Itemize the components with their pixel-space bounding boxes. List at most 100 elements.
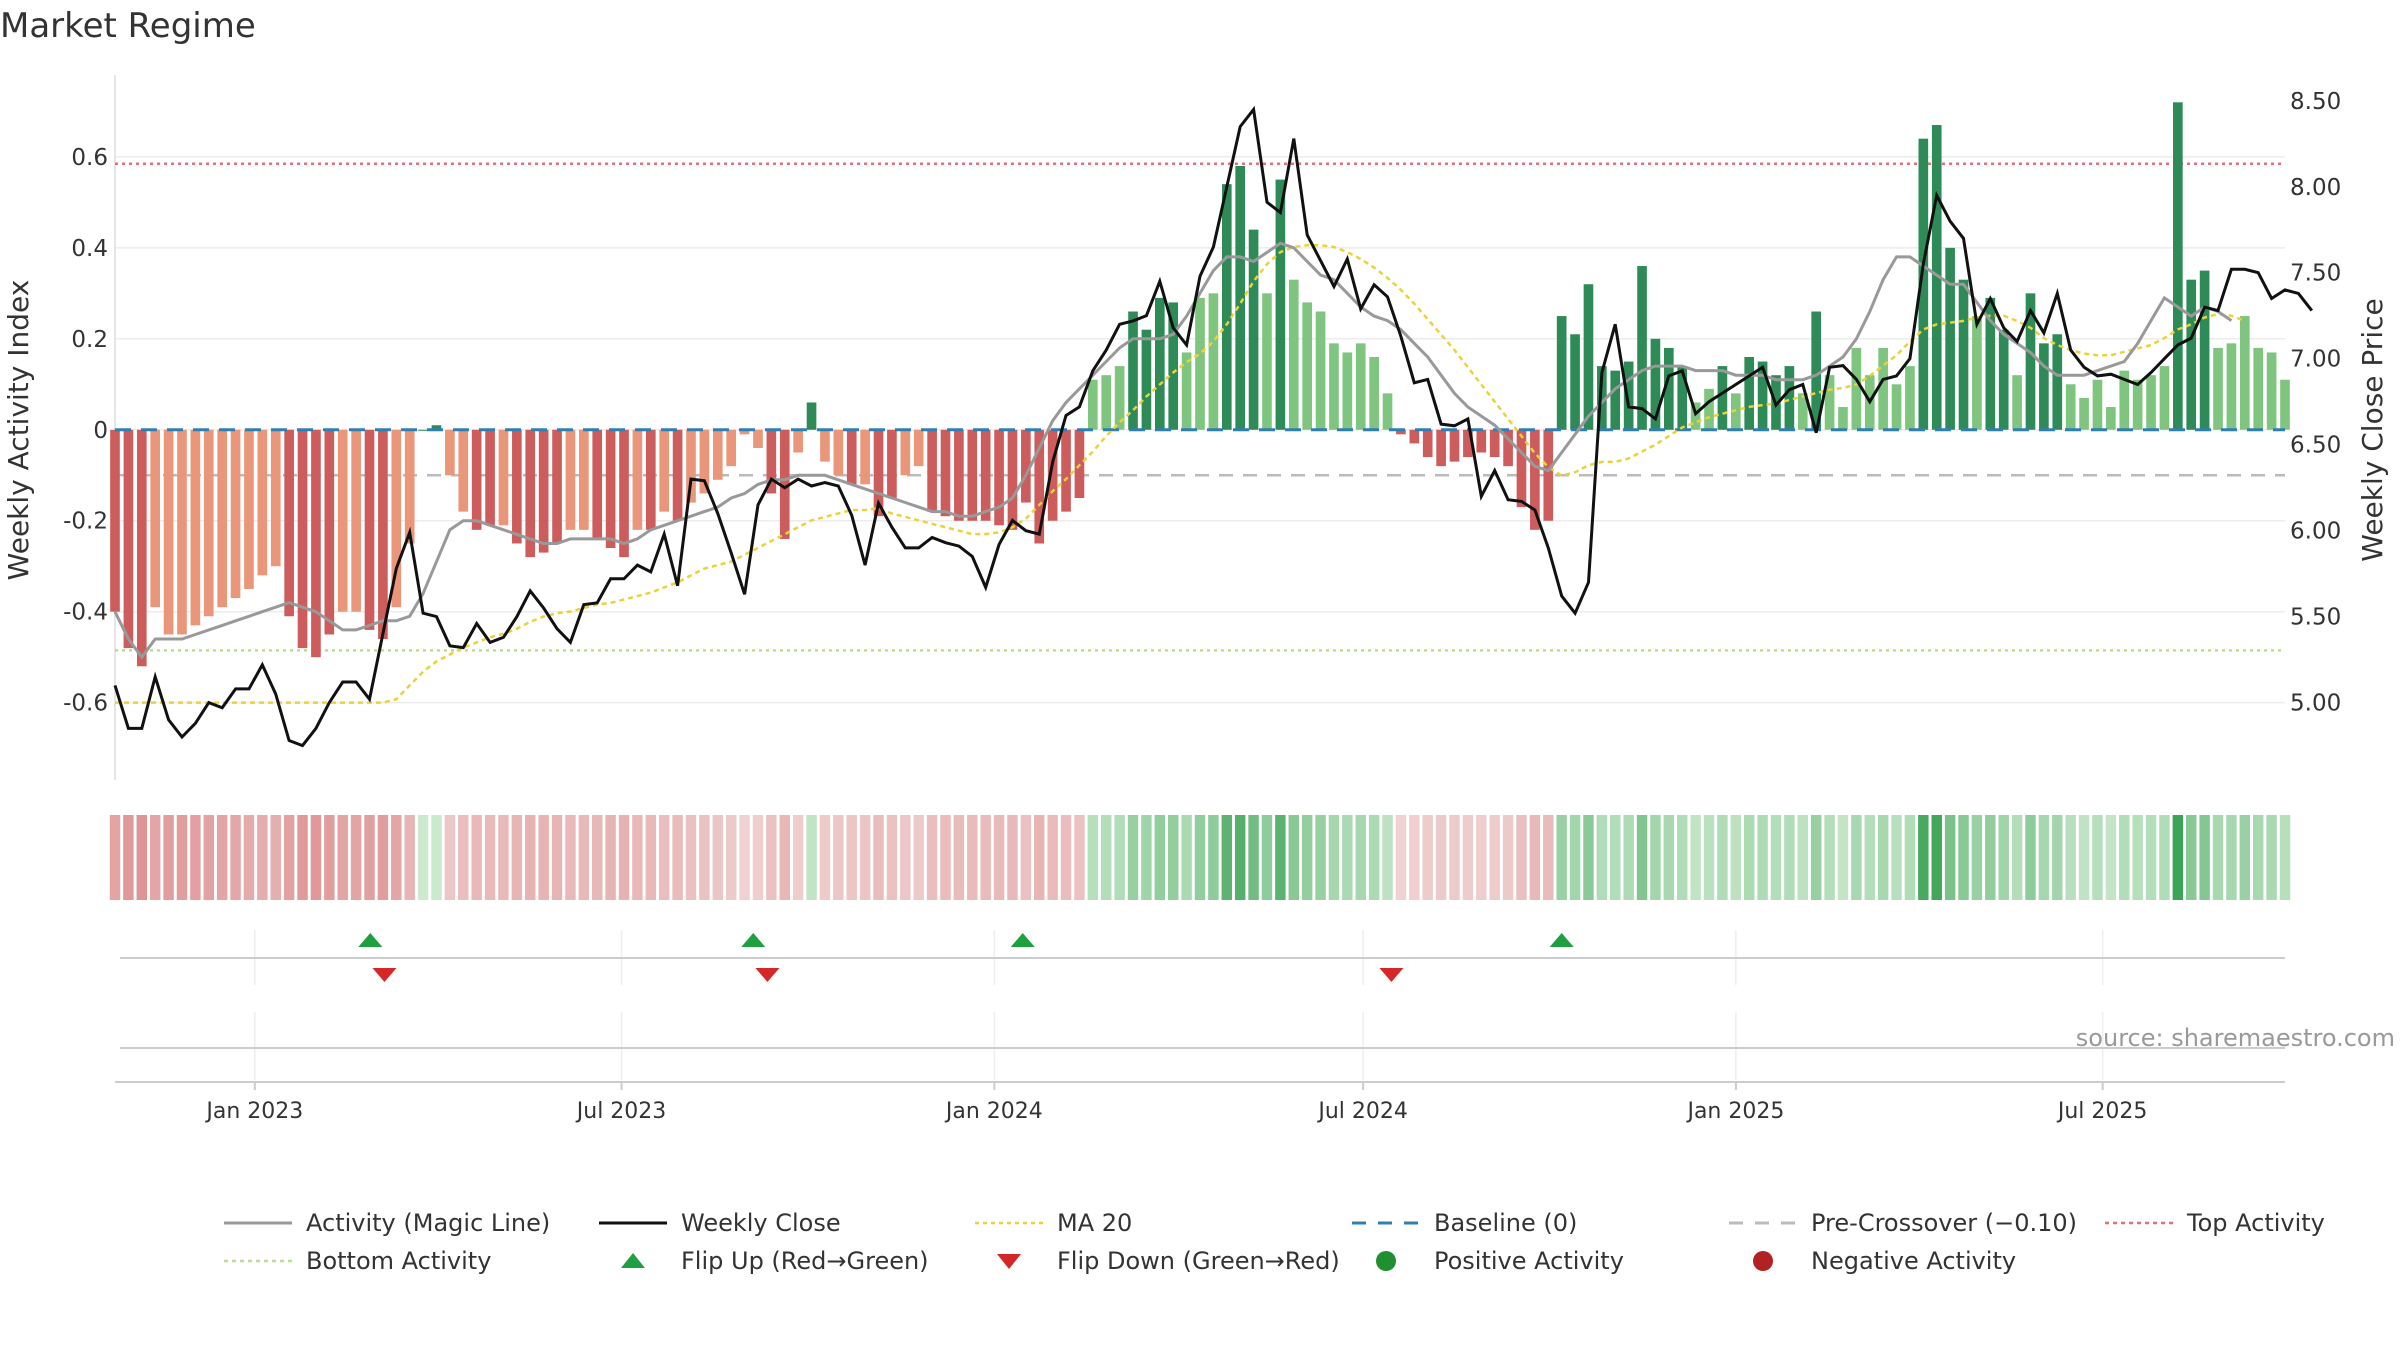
heat-cell xyxy=(699,815,710,900)
activity-bar xyxy=(2186,279,2197,430)
legend-item: Baseline (0) xyxy=(1350,1208,1577,1238)
activity-bar xyxy=(1369,357,1379,430)
activity-bar xyxy=(1744,357,1755,430)
heat-cell xyxy=(1462,815,1474,900)
heat-cell xyxy=(1904,815,1916,900)
flip-up-marker xyxy=(1549,933,1574,947)
activity-bar xyxy=(1637,266,1647,430)
heat-cell xyxy=(1636,815,1648,900)
activity-bar xyxy=(672,429,683,521)
heat-cell xyxy=(2266,815,2277,900)
activity-bar xyxy=(391,429,402,608)
activity-bar xyxy=(967,429,978,521)
heat-cell xyxy=(1931,815,1942,900)
heat-cell xyxy=(605,815,616,900)
heat-cell xyxy=(2011,815,2023,900)
legend-label: Flip Down (Green→Red) xyxy=(1057,1247,1340,1275)
heat-cell xyxy=(1114,815,1125,900)
activity-bar xyxy=(552,429,562,544)
activity-bar xyxy=(284,429,294,617)
heat-cell xyxy=(2065,815,2076,900)
activity-bar xyxy=(1088,379,1098,430)
legend-symbol xyxy=(621,1253,645,1268)
heat-cell xyxy=(1208,815,1219,900)
y-tick-label: 0.4 xyxy=(71,236,108,262)
legend-item: Flip Down (Green→Red) xyxy=(973,1246,1340,1276)
y2-axis-label: Weekly Close Price xyxy=(2356,298,2389,561)
heat-cell xyxy=(431,815,442,900)
activity-bar xyxy=(1503,429,1513,467)
activity-bar xyxy=(712,429,723,480)
legend: Activity (Magic Line) Weekly Close MA 20 Ba… xyxy=(0,1205,2400,1305)
activity-bar xyxy=(659,429,670,512)
heat-cell xyxy=(417,815,429,900)
heat-cell xyxy=(2092,815,2103,900)
activity-bar xyxy=(2025,293,2036,430)
activity-bar xyxy=(1221,184,1232,430)
activity-bar xyxy=(404,429,415,544)
activity-bar xyxy=(498,429,509,526)
activity-bar xyxy=(1610,370,1621,430)
activity-bar xyxy=(431,425,442,430)
heat-cell xyxy=(1610,815,1621,900)
flip-down-marker xyxy=(755,968,780,982)
heat-cell xyxy=(149,815,161,900)
y-axis-label: Weekly Activity Index xyxy=(2,280,35,581)
activity-bar xyxy=(2253,347,2264,430)
activity-bar xyxy=(2213,347,2223,430)
heat-cell xyxy=(1342,815,1353,900)
legend-label: Activity (Magic Line) xyxy=(306,1209,551,1237)
heat-cell xyxy=(123,815,134,900)
heat-cell xyxy=(672,815,683,900)
heat-cell xyxy=(511,815,523,900)
flip-down-marker xyxy=(372,968,397,982)
heat-cell xyxy=(752,815,764,900)
legend-symbol xyxy=(1352,1221,1420,1225)
legend-symbol xyxy=(599,1221,667,1225)
heat-cell xyxy=(1690,815,1701,900)
heat-cell xyxy=(1221,815,1233,900)
heat-cell xyxy=(1918,815,1929,900)
activity-bar xyxy=(833,429,844,476)
heat-cell xyxy=(913,815,924,900)
activity-bar xyxy=(1382,393,1393,430)
activity-bar xyxy=(2052,334,2063,430)
heat-cell xyxy=(618,815,630,900)
heat-cell xyxy=(136,815,148,900)
heat-cell xyxy=(1543,815,1554,900)
activity-bar xyxy=(418,429,428,431)
activity-bar xyxy=(2173,102,2183,430)
activity-bar xyxy=(846,429,857,485)
heat-cell xyxy=(551,815,563,900)
activity-bar xyxy=(2266,352,2277,430)
heat-cell xyxy=(458,815,469,900)
activity-bar xyxy=(980,429,991,521)
activity-bar xyxy=(150,429,161,608)
activity-bar xyxy=(2079,397,2089,430)
heat-cell xyxy=(632,815,643,900)
y2-tick-label: 8.00 xyxy=(2290,175,2341,201)
x-tick-label: Jul 2024 xyxy=(1316,1099,1408,1124)
x-tick-label: Jan 2023 xyxy=(204,1099,303,1124)
heat-cell xyxy=(1275,815,1286,900)
activity-bar xyxy=(954,429,964,521)
activity-bar xyxy=(1838,407,1848,430)
heat-cell xyxy=(766,815,777,900)
heat-cell xyxy=(216,815,228,900)
heat-cell xyxy=(1851,815,1862,900)
heat-cell xyxy=(310,815,322,900)
activity-bar xyxy=(1570,334,1580,430)
activity-bar xyxy=(1436,429,1446,467)
heat-cell xyxy=(1985,815,1996,900)
heat-cell xyxy=(1810,815,1822,900)
activity-bar xyxy=(257,429,268,576)
activity-bar xyxy=(927,429,937,512)
activity-bar xyxy=(190,429,201,626)
activity-bar xyxy=(1315,311,1326,430)
heat-cell xyxy=(337,815,348,900)
activity-bar xyxy=(686,429,696,503)
activity-bar xyxy=(1530,429,1540,530)
activity-bar xyxy=(1931,125,1942,430)
heat-cell xyxy=(1328,815,1340,900)
heat-cell xyxy=(1020,815,1032,900)
